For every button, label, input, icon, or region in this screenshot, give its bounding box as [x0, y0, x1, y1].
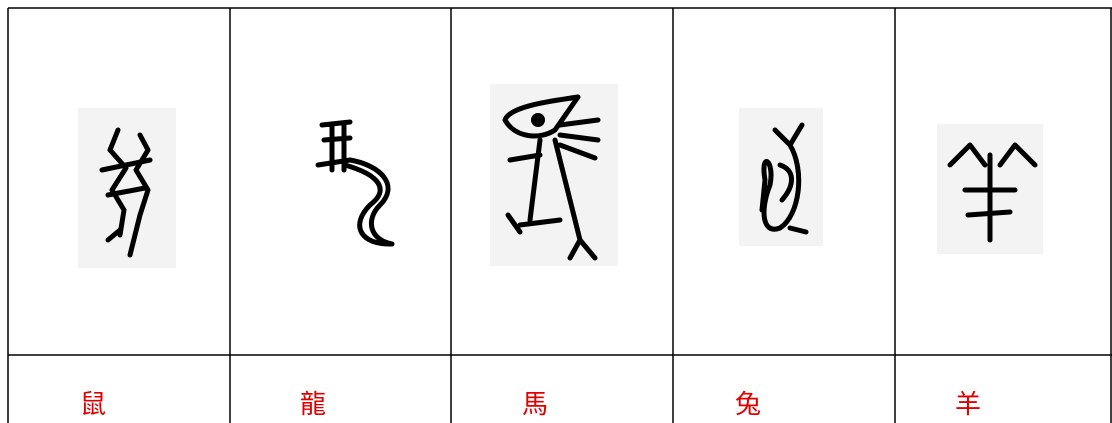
- label: 鼠: [80, 390, 107, 420]
- glyph-dragon: [315, 119, 395, 247]
- glyph-sheep: [937, 124, 1043, 254]
- label: 馬: [522, 390, 549, 420]
- label: 龍: [300, 390, 327, 420]
- glyph-rabbit: [739, 108, 823, 246]
- glyph-horse: [490, 84, 618, 266]
- glyph-rat: [78, 108, 176, 268]
- table-grid: [7, 7, 1112, 423]
- label: 兔: [735, 390, 762, 420]
- label: 羊: [955, 390, 982, 420]
